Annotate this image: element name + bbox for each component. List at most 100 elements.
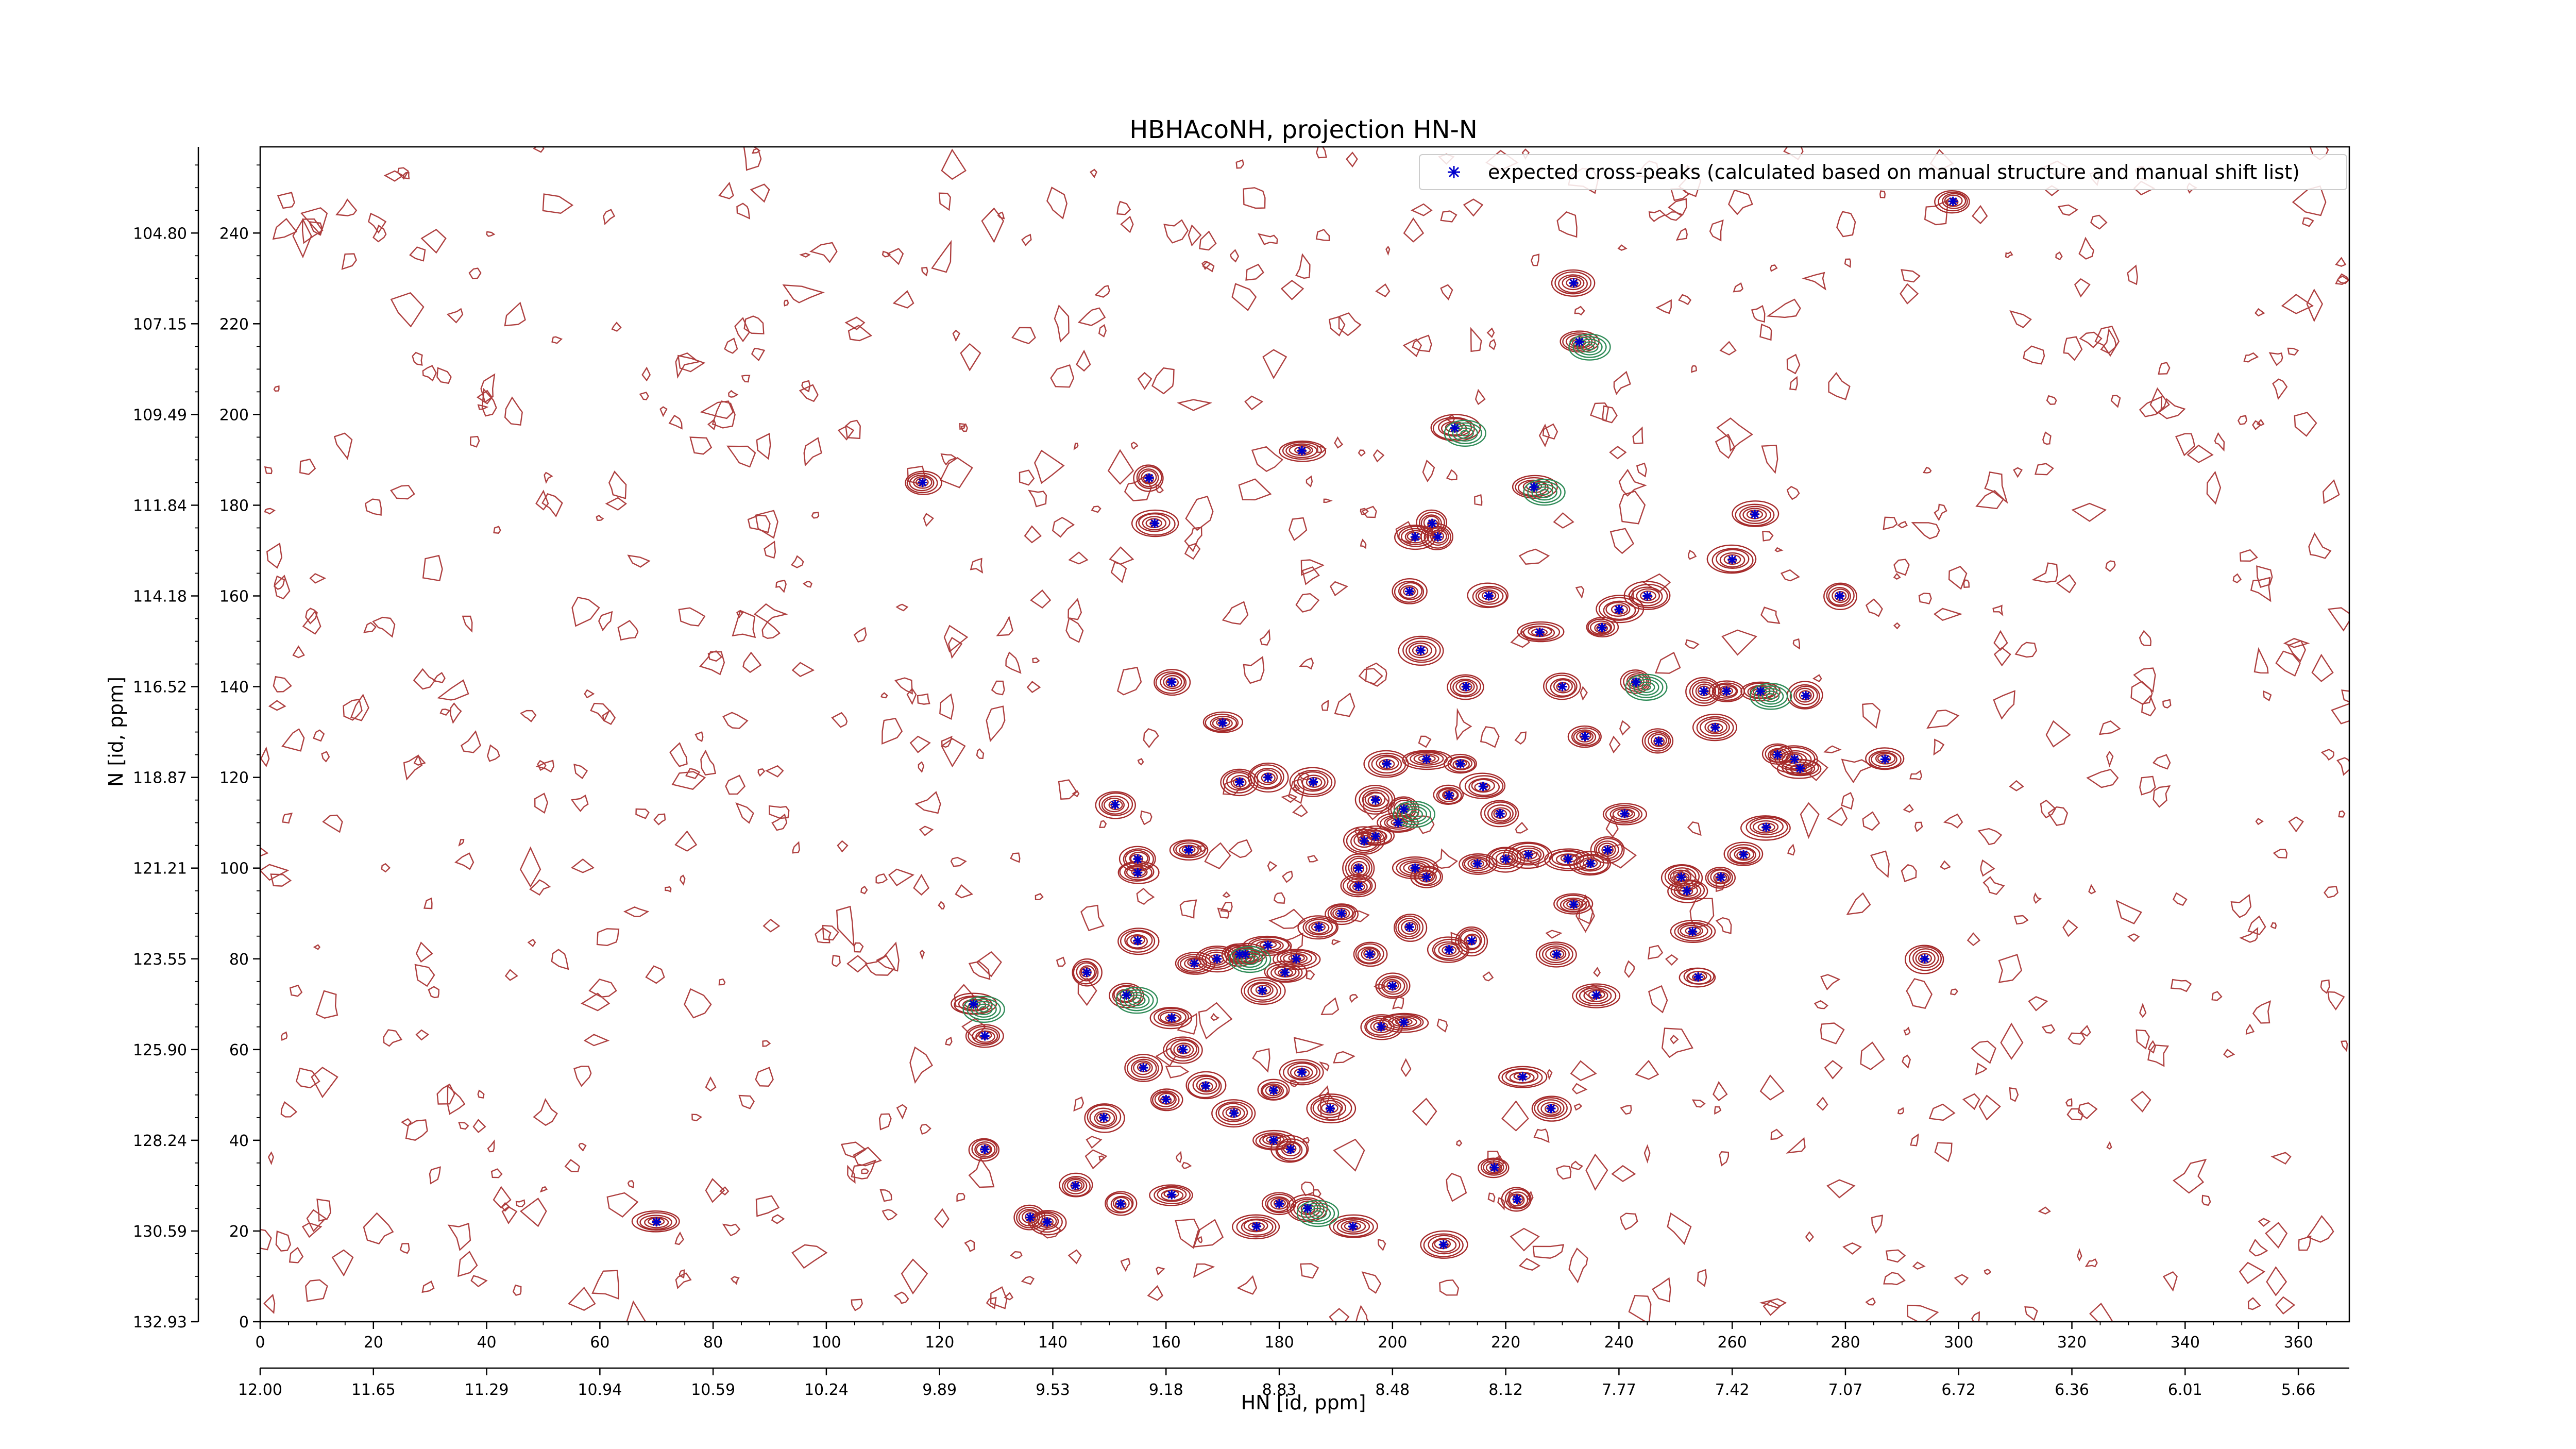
peak-marker	[1387, 981, 1397, 991]
y-tick-label: 160	[219, 588, 249, 606]
x-tick-label: 160	[1151, 1334, 1181, 1352]
peak-marker	[1569, 900, 1579, 909]
peak-marker	[652, 1217, 662, 1227]
peak-marker	[1133, 936, 1143, 946]
x-ppm-tick-label: 6.72	[1941, 1381, 1976, 1399]
peak-marker	[1314, 922, 1324, 932]
x-ppm-tick-label: 10.94	[578, 1381, 622, 1399]
peak-marker	[980, 1031, 990, 1041]
peak-marker	[1478, 782, 1488, 791]
peak-marker	[1133, 868, 1143, 878]
peak-marker	[1308, 777, 1318, 787]
x-tick-label: 80	[703, 1334, 723, 1352]
peak-marker	[1269, 1086, 1279, 1096]
y-ppm-tick-label: 125.90	[133, 1041, 187, 1059]
peak-marker	[1382, 759, 1392, 769]
legend-frame	[1419, 154, 2347, 190]
y-ppm-tick-label: 104.80	[133, 225, 187, 243]
peak-marker	[1801, 691, 1811, 701]
peak-marker-layer	[652, 196, 1958, 1250]
peak-marker	[1569, 278, 1579, 288]
peak-marker	[1529, 482, 1539, 492]
x-ppm-tick-label: 7.42	[1715, 1381, 1750, 1399]
peak-marker	[1761, 822, 1771, 832]
peak-marker	[1370, 795, 1380, 805]
peak-marker	[1427, 518, 1437, 528]
y-ppm-tick-label: 121.21	[133, 860, 187, 878]
x-tick-label: 100	[811, 1334, 841, 1352]
peak-marker	[1359, 836, 1369, 846]
peak-marker	[1376, 1022, 1386, 1032]
peak-marker	[1716, 872, 1726, 882]
peak-marker	[1410, 532, 1420, 542]
x-ppm-tick-label: 9.89	[922, 1381, 957, 1399]
peak-marker	[1410, 863, 1420, 873]
x-tick-label: 20	[364, 1334, 383, 1352]
y-ppm-tick-label: 109.49	[133, 406, 187, 424]
x-tick-label: 240	[1604, 1334, 1634, 1352]
legend-label: expected cross-peaks (calculated based o…	[1488, 161, 2300, 183]
x-ppm-tick-label: 8.12	[1488, 1381, 1523, 1399]
peak-marker	[1218, 718, 1228, 728]
peak-marker	[1025, 1212, 1035, 1222]
peak-marker	[1455, 759, 1465, 769]
peak-marker	[1682, 886, 1692, 896]
peak-marker	[1773, 750, 1783, 760]
peak-marker	[1693, 972, 1703, 982]
peak-marker	[1399, 804, 1409, 814]
peak-marker	[1727, 555, 1737, 565]
x-ppm-tick-label: 7.07	[1828, 1381, 1863, 1399]
x-ppm-tick-label: 9.53	[1036, 1381, 1070, 1399]
peak-marker	[1252, 1222, 1262, 1232]
peak-marker	[1365, 949, 1375, 959]
x-ppm-tick-label: 6.36	[2055, 1381, 2089, 1399]
peak-marker	[1461, 682, 1471, 692]
peak-marker	[1161, 1094, 1171, 1104]
peak-marker	[1484, 591, 1494, 601]
peak-marker	[1297, 446, 1307, 456]
peak-marker	[1574, 337, 1584, 347]
y-ppm-tick-label: 123.55	[133, 951, 187, 969]
peak-marker	[1438, 1240, 1448, 1250]
peak-marker	[1614, 604, 1624, 614]
peak-marker	[1603, 845, 1613, 855]
peak-marker	[1676, 872, 1686, 882]
x-tick-label: 0	[255, 1334, 265, 1352]
peak-marker	[1501, 854, 1511, 864]
y-tick-label: 60	[229, 1041, 249, 1059]
peak-marker	[1489, 1162, 1499, 1172]
peak-marker	[1688, 926, 1698, 936]
peak-marker	[1393, 818, 1403, 828]
y-axis-label: N [id, ppm]	[105, 677, 127, 787]
x-tick-label: 260	[1718, 1334, 1747, 1352]
x-tick-label: 60	[590, 1334, 609, 1352]
peak-marker	[1280, 968, 1290, 978]
y-tick-label: 220	[219, 315, 249, 333]
x-tick-label: 220	[1491, 1334, 1520, 1352]
peak-marker	[1920, 954, 1929, 964]
peak-marker	[1620, 809, 1630, 819]
peak-marker	[1404, 586, 1414, 596]
x-tick-label: 180	[1264, 1334, 1294, 1352]
x-tick-label: 320	[2057, 1334, 2087, 1352]
peak-marker	[1167, 677, 1177, 687]
peak-marker	[1348, 1222, 1358, 1232]
peak-marker	[1292, 954, 1301, 964]
y-ppm-tick-label: 114.18	[133, 588, 187, 606]
y-tick-label: 120	[219, 769, 249, 787]
peak-marker	[1235, 777, 1245, 787]
peak-marker	[1144, 473, 1154, 483]
y-tick-label: 200	[219, 406, 249, 424]
peak-marker	[1591, 990, 1601, 1000]
peak-marker	[1642, 591, 1652, 601]
peak-marker	[1370, 832, 1380, 841]
peak-marker	[1404, 922, 1414, 932]
peak-marker	[1563, 854, 1573, 864]
y-tick-label: 240	[219, 225, 249, 243]
peak-marker	[1201, 1081, 1211, 1091]
peak-marker	[1523, 850, 1533, 860]
peak-marker	[1399, 1017, 1409, 1027]
peak-marker	[1444, 790, 1454, 800]
y-ppm-tick-label: 128.24	[133, 1132, 187, 1150]
peak-marker	[1325, 1104, 1335, 1114]
